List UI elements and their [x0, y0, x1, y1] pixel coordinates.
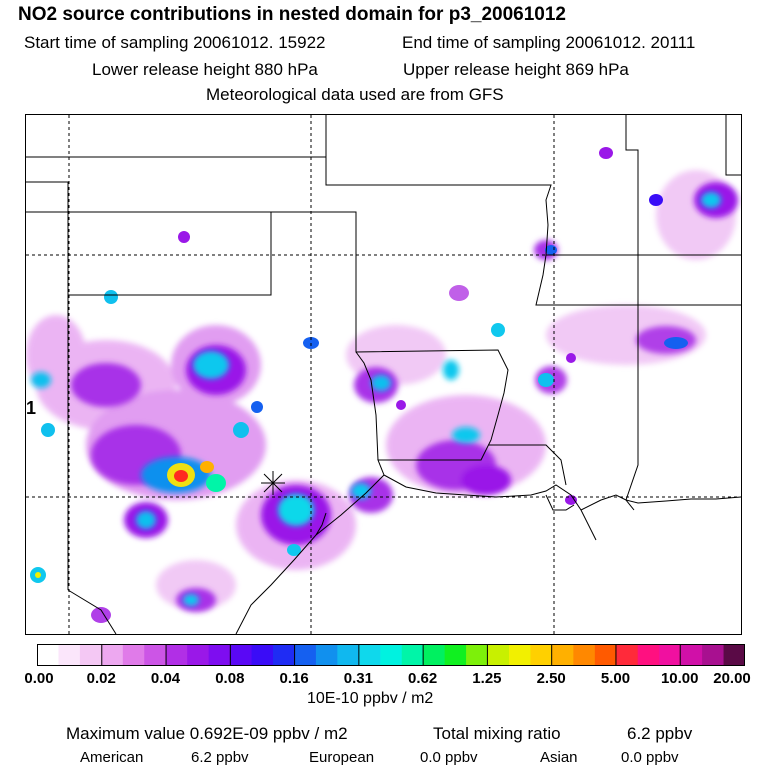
tick-label-0: 0.00	[24, 670, 54, 687]
tick-label-2: 0.04	[150, 670, 181, 687]
color-swatch-1	[58, 644, 81, 666]
color-swatch-32	[723, 644, 746, 666]
color-scale-swatches	[37, 644, 746, 666]
color-swatch-12	[294, 644, 317, 666]
color-swatch-15	[358, 644, 381, 666]
color-swatch-30	[680, 644, 703, 666]
region-european-name: European	[309, 749, 375, 766]
color-swatch-14	[337, 644, 360, 666]
color-swatch-6	[165, 644, 188, 666]
color-swatch-8	[208, 644, 231, 666]
color-swatch-26	[594, 644, 617, 666]
color-swatch-22	[509, 644, 532, 666]
region-asian-value: 0.0 ppbv	[621, 749, 679, 766]
lower-release-height-label: Lower release height 880 hPa	[92, 60, 318, 79]
color-swatch-28	[637, 644, 660, 666]
color-swatch-2	[79, 644, 102, 666]
release-point-star	[261, 471, 285, 495]
maximum-value-label: Maximum value 0.692E-09 ppbv / m2	[66, 724, 348, 743]
map-canvas: 1	[26, 115, 741, 634]
color-swatch-11	[273, 644, 296, 666]
tick-label-6: 0.62	[408, 670, 438, 687]
color-swatch-16	[380, 644, 403, 666]
tick-label-1: 0.02	[86, 670, 116, 687]
region-american-name: American	[80, 749, 144, 766]
color-swatch-13	[315, 644, 338, 666]
coastline	[235, 474, 741, 634]
region-european-value: 0.0 ppbv	[420, 749, 478, 766]
plot-title: NO2 source contributions in nested domai…	[18, 4, 566, 25]
color-swatch-23	[530, 644, 553, 666]
color-scale-bar	[37, 644, 746, 666]
color-swatch-24	[551, 644, 574, 666]
concentration-plumes	[26, 147, 738, 623]
color-swatch-4	[122, 644, 145, 666]
total-mixing-ratio-label: Total mixing ratio	[433, 724, 561, 743]
upper-release-height-label: Upper release height 869 hPa	[403, 60, 629, 79]
color-swatch-5	[144, 644, 167, 666]
color-swatch-20	[466, 644, 489, 666]
color-swatch-31	[702, 644, 725, 666]
start-time-label: Start time of sampling 20061012. 15922	[24, 33, 326, 52]
side-marker-label: 1	[26, 398, 36, 418]
color-swatch-0	[37, 644, 60, 666]
state-boundaries	[26, 115, 741, 634]
color-swatch-19	[444, 644, 467, 666]
region-asian-name: Asian	[540, 749, 578, 766]
tick-label-5: 0.31	[343, 670, 373, 687]
color-swatch-27	[616, 644, 639, 666]
color-swatch-18	[423, 644, 446, 666]
tick-label-8: 2.50	[536, 670, 566, 687]
color-swatch-17	[401, 644, 424, 666]
color-swatch-25	[573, 644, 596, 666]
tick-label-7: 1.25	[472, 670, 502, 687]
end-time-label: End time of sampling 20061012. 20111	[402, 33, 696, 52]
color-scale-units: 10E-10 ppbv / m2	[307, 690, 434, 707]
color-swatch-21	[487, 644, 510, 666]
color-swatch-29	[659, 644, 682, 666]
meteorological-data-label: Meteorological data used are from GFS	[206, 85, 504, 104]
tick-label-3: 0.08	[215, 670, 245, 687]
color-scale-border	[37, 644, 745, 666]
region-american-value: 6.2 ppbv	[191, 749, 249, 766]
map-panel: 1	[25, 114, 742, 635]
total-mixing-ratio-value: 6.2 ppbv	[627, 724, 693, 743]
color-swatch-3	[101, 644, 124, 666]
tick-label-9: 5.00	[600, 670, 631, 687]
tick-label-11: 20.00	[713, 670, 751, 687]
color-swatch-7	[187, 644, 210, 666]
color-swatch-10	[251, 644, 274, 666]
tick-label-4: 0.16	[279, 670, 309, 687]
tick-label-10: 10.00	[660, 670, 699, 687]
color-swatch-9	[230, 644, 253, 666]
